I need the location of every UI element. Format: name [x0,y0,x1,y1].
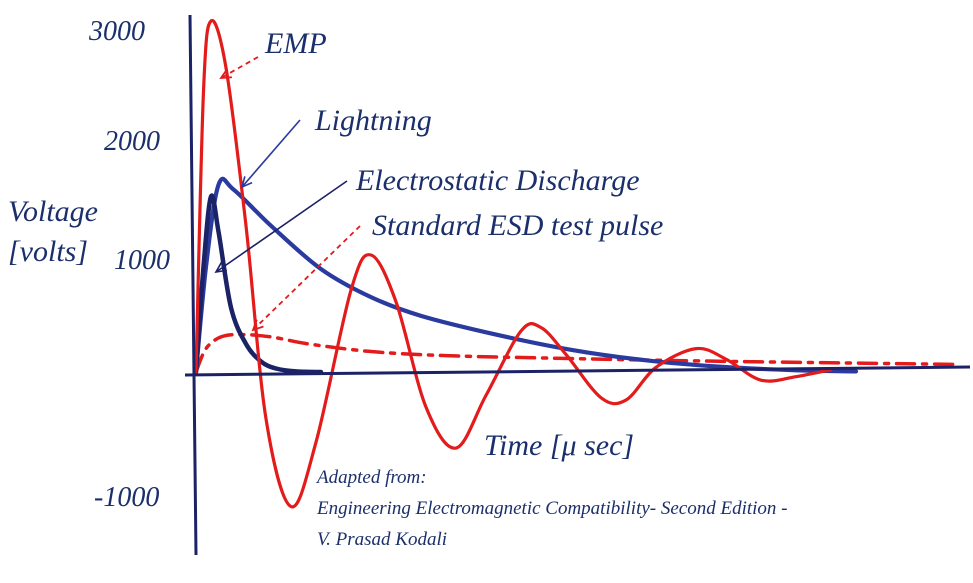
pointer-arrowhead-esd-test [251,319,264,332]
pointer-arrowhead-emp [219,68,233,80]
arrows-layer [214,56,361,332]
series-line-emp [194,18,833,509]
y-tick-label-2000: 2000 [104,126,160,157]
legend-label-esd: Electrostatic Discharge [355,164,640,197]
legend-label-esd-test: Standard ESD test pulse [372,209,663,242]
pointer-line-emp [220,56,259,79]
series-line-esd [193,193,324,375]
pointer-line-lightning [241,119,301,188]
y-tick-label-1000: 1000 [114,245,170,276]
y-tick-label-3000: 3000 [88,16,145,47]
series-line-lightning [193,176,859,375]
source-note-line-3: V. Prasad Kodali [317,529,447,550]
x-axis-title: Time [μ sec] [484,429,634,462]
series-layer [193,18,958,509]
axes-layer [184,14,971,556]
source-note-line-1: Adapted from: [315,467,427,488]
pointer-line-esd-test [252,225,361,331]
pointer-arrowhead-lightning [240,176,253,189]
x-axis [184,365,971,377]
series-line-esd_test [194,332,958,374]
y-axis [188,14,198,556]
source-note-line-2: Engineering Electromagnetic Compatibilit… [316,498,788,519]
y-tick-label-neg-1000: -1000 [94,482,159,513]
legend-label-emp: EMP [264,27,327,60]
pointer-line-esd [215,180,348,273]
y-axis-title-line-1: Voltage [8,195,98,228]
y-axis-title-line-2: [volts] [8,235,88,268]
labels-layer: 3000 2000 1000 -1000 Voltage [volts] Tim… [8,16,788,550]
legend-label-lightning: Lightning [314,104,432,137]
pointer-arrowhead-esd [214,262,227,274]
